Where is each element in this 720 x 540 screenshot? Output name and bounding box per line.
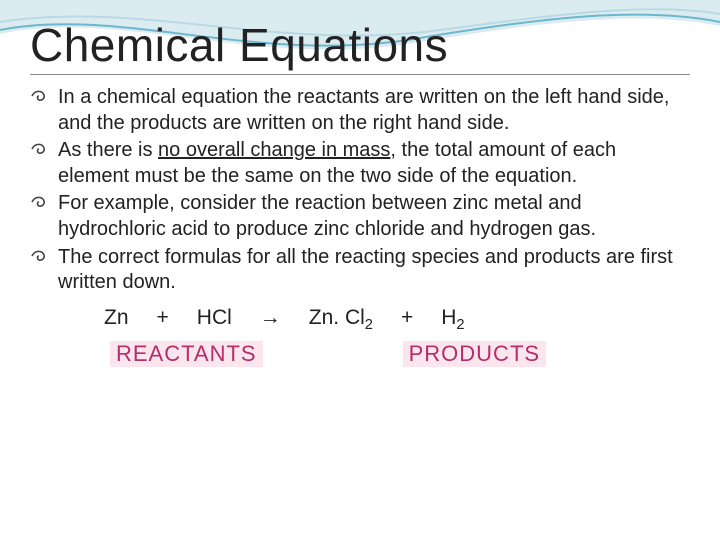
eq-plus: + [157,306,169,330]
eq-term-base: H [441,306,456,329]
swirl-icon [30,141,50,157]
bullet-item: In a chemical equation the reactants are… [30,85,690,136]
products-label: PRODUCTS [403,341,546,367]
eq-term: HCl [197,306,232,330]
eq-term: H2 [441,306,464,333]
bullet-text-pre: As there is [58,139,158,161]
swirl-icon [30,88,50,104]
eq-arrow: → [260,306,281,330]
equation: Zn + HCl → Zn. Cl2 + H2 [104,306,690,333]
reactants-label: REACTANTS [110,341,263,367]
eq-term: Zn [104,306,129,330]
eq-term-base: Zn. Cl [309,306,365,329]
eq-plus: + [401,306,413,330]
bullet-text: In a chemical equation the reactants are… [58,86,669,134]
bullet-item: For example, consider the reaction betwe… [30,191,690,242]
equation-labels: REACTANTS PRODUCTS [110,341,690,367]
bullet-item: As there is no overall change in mass, t… [30,138,690,189]
bullet-text: The correct formulas for all the reactin… [58,246,673,294]
bullet-list: In a chemical equation the reactants are… [30,85,690,296]
bullet-item: The correct formulas for all the reactin… [30,245,690,296]
slide-title: Chemical Equations [30,18,690,75]
eq-term: Zn. Cl2 [309,306,373,333]
eq-subscript: 2 [456,317,464,333]
swirl-icon [30,248,50,264]
eq-subscript: 2 [365,317,373,333]
bullet-text: For example, consider the reaction betwe… [58,192,596,240]
swirl-icon [30,194,50,210]
slide-content: Chemical Equations In a chemical equatio… [0,0,720,387]
bullet-text-underline: no overall change in mass [158,139,390,161]
